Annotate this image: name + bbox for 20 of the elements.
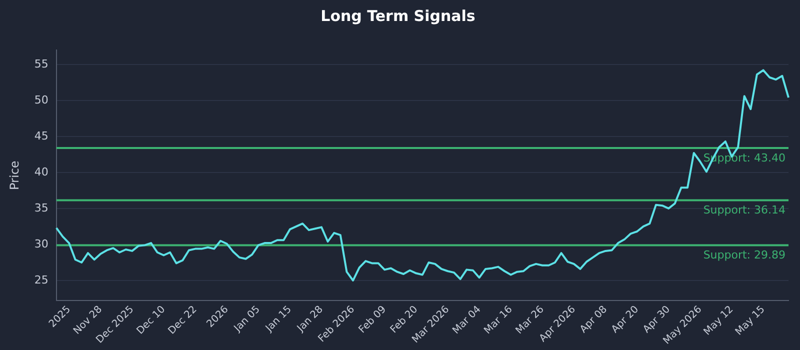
ref-line-label: Support: 29.89 xyxy=(703,248,786,262)
y-tick-label: 35 xyxy=(34,201,48,214)
y-tick-label: 30 xyxy=(34,237,48,250)
x-tick-label: Apr 20 xyxy=(610,304,641,336)
ref-line-label: Support: 36.14 xyxy=(703,204,786,217)
x-tick-label: Jan 15 xyxy=(263,304,294,335)
y-axis-title: Price xyxy=(7,160,22,190)
y-tick-label: 25 xyxy=(34,273,48,286)
x-tick-label: Dec 22 xyxy=(166,304,200,337)
y-tick-label: 55 xyxy=(34,57,48,70)
chart-title: Long Term Signals xyxy=(320,6,476,25)
y-tick-label: 50 xyxy=(34,93,48,106)
x-tick-label: Mar 04 xyxy=(450,304,484,336)
x-tick-label: Dec 10 xyxy=(134,304,168,337)
x-tick-label: Jan 05 xyxy=(232,304,262,335)
y-tick-label: 40 xyxy=(34,165,48,178)
x-tick-label: Apr 08 xyxy=(578,304,610,336)
y-tick-label: 45 xyxy=(34,129,48,142)
x-tick-label: Mar 16 xyxy=(482,304,515,336)
x-tick-label: Feb 09 xyxy=(357,304,389,336)
